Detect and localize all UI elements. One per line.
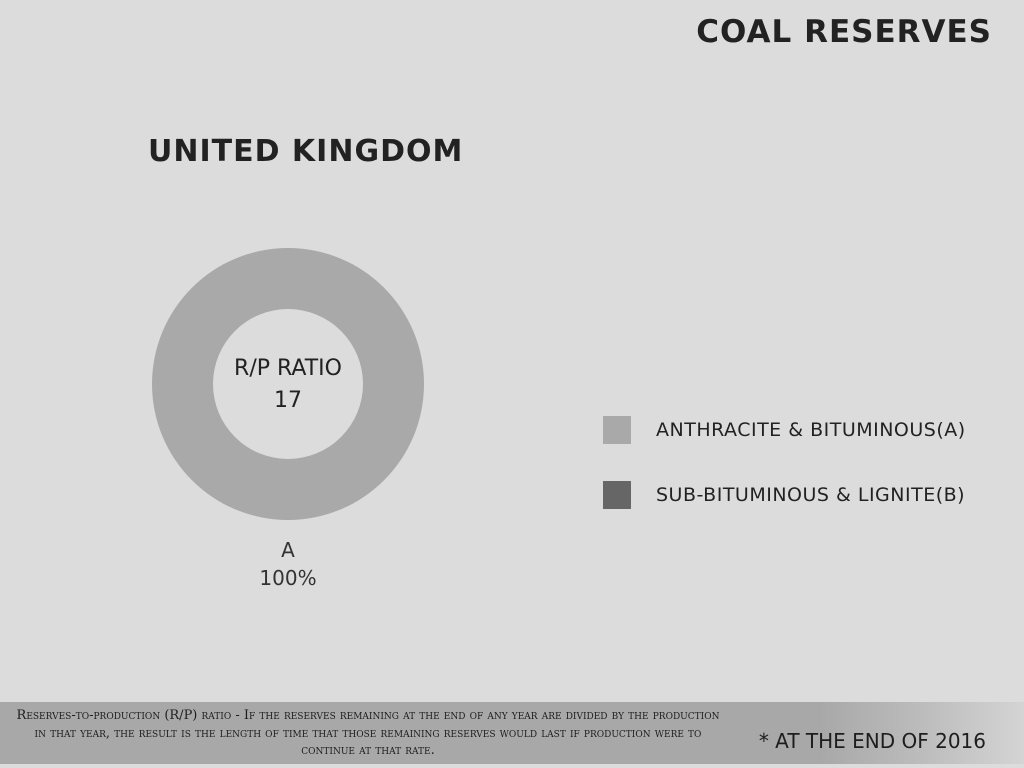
legend-label-b: SUB-BITUMINOUS & LIGNITE(B) <box>656 484 966 506</box>
footer-date-note: * AT THE END OF 2016 <box>758 729 986 753</box>
donut-chart <box>152 248 424 520</box>
center-label-title: R/P RATIO <box>234 356 342 381</box>
footer-band <box>0 702 1024 764</box>
legend-label-a: ANTHRACITE & BITUMINOUS(A) <box>656 419 966 441</box>
legend-item-a: ANTHRACITE & BITUMINOUS(A) <box>603 416 966 444</box>
legend: ANTHRACITE & BITUMINOUS(A) SUB-BITUMINOU… <box>603 416 966 546</box>
slice-label-name: A <box>281 538 295 562</box>
slice-data-label-a: A 100% <box>259 536 316 592</box>
slice-label-value: 100% <box>259 566 317 590</box>
legend-swatch-a <box>603 416 631 444</box>
donut-center-label: R/P RATIO 17 <box>234 353 342 417</box>
center-label-value: 17 <box>274 388 302 413</box>
legend-item-b: SUB-BITUMINOUS & LIGNITE(B) <box>603 481 966 509</box>
footer-definition-note: Reserves-to-production (R/P) ratio - If … <box>16 708 720 758</box>
page-title: COAL RESERVES <box>696 14 992 50</box>
chart-title: UNITED KINGDOM <box>148 134 464 169</box>
donut-slice-a <box>152 248 424 520</box>
legend-swatch-b <box>603 481 631 509</box>
